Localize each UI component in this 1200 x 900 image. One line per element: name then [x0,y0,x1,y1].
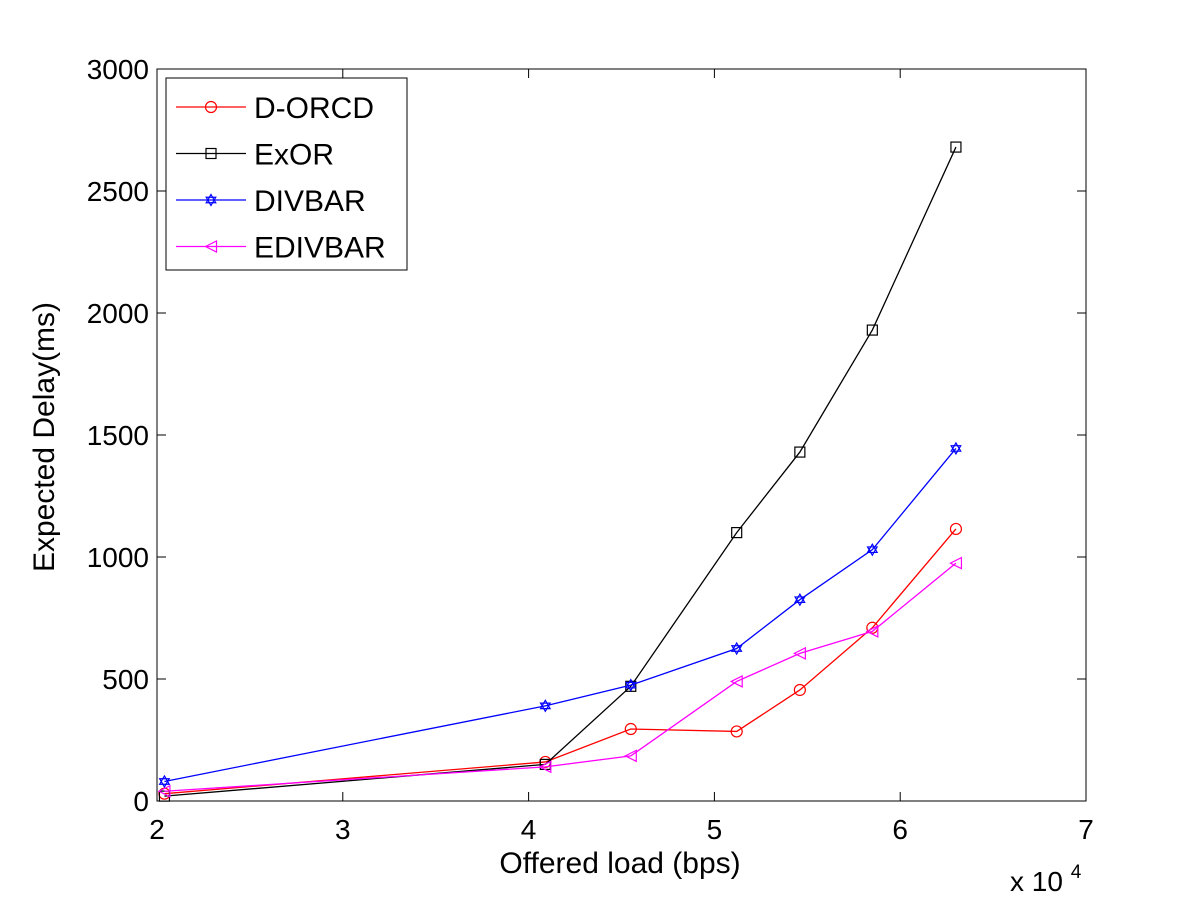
y-tick-label: 0 [133,786,149,817]
hexagram-marker [794,593,806,607]
hexagram-marker-up [158,774,171,785]
hexagram-marker-up [539,699,552,710]
hexagram-marker-up [950,441,962,452]
hexagram-marker-up [624,678,637,689]
hexagram-marker-down [866,546,879,557]
series-divbar [158,441,962,789]
hexagram-marker-down [158,778,171,789]
circle-marker [949,522,963,536]
triangle-marker [204,240,218,253]
legend-label-divbar: DIVBAR [254,185,366,218]
legend-label-edivbar: EDIVBAR [254,232,386,265]
x-axis-multiplier: x 10 4 [1010,862,1082,897]
triangle-marker [793,646,806,660]
triangle-marker [157,784,171,798]
legend-entry-exor: ExOR [176,139,334,172]
hexagram-marker [624,678,637,692]
hexagram-marker-up [205,193,217,204]
legend: D-ORCD ExOR DIVBAR EDIVBAR [165,77,408,271]
hexagram-marker [205,193,217,207]
y-tick-label: 500 [102,664,149,695]
triangle-marker [949,556,963,570]
x-tick-label: 5 [707,814,723,845]
y-tick-label: 3000 [87,54,149,85]
hexagram-marker-down [794,596,806,607]
triangle-marker [623,749,637,763]
y-tick-label: 1000 [87,542,149,573]
hexagram-marker-up [866,542,879,554]
hexagram-marker [950,441,962,456]
y-tick-label: 2000 [87,298,149,329]
triangle-marker [538,760,552,774]
series-layer [157,141,963,802]
x-tick-label: 4 [521,814,537,845]
hexagram-marker-down [539,702,552,713]
axes: 2 3 4 5 6 7 0 500 1000 1500 2000 2500 3000 [87,54,1094,845]
x-tick-label: 2 [149,814,165,845]
square-marker [794,446,806,458]
series-line-edivbar [164,562,957,792]
hexagram-marker [730,641,743,656]
legend-entry-divbar: DIVBAR [176,185,366,218]
series-line-d-orcd [164,528,957,795]
hexagram-marker-down [205,196,217,207]
triangle-marker [865,624,879,638]
hexagram-marker-down [950,445,962,456]
x-tick-label: 6 [892,814,908,845]
hexagram-marker-down [730,645,743,656]
y-tick-label: 1500 [87,420,149,451]
circle-marker [730,725,743,738]
square-marker [731,526,743,539]
x-axis-label: Offered load (bps) [499,847,740,880]
circle-marker [793,683,806,697]
x-tick-label: 3 [335,814,351,845]
hexagram-marker-up [794,593,806,604]
hexagram-marker [866,542,879,557]
square-marker [866,324,878,336]
square-marker [205,147,217,160]
hexagram-marker [158,774,171,789]
y-axis-label: Expected Delay(ms) [28,302,61,572]
hexagram-marker [539,699,552,713]
legend-entry-edivbar: EDIVBAR [176,232,386,265]
hexagram-marker-up [730,641,743,652]
x-multiplier-exponent: 4 [1071,862,1082,883]
hexagram-marker-down [624,681,637,692]
legend-label-exor: ExOR [254,139,334,172]
circle-marker [624,722,637,736]
series-line-divbar [164,448,957,783]
square-marker [950,141,962,153]
x-multiplier-base: x 10 [1010,866,1063,897]
series-edivbar [157,556,963,798]
legend-label-d-orcd: D-ORCD [254,92,374,125]
triangle-marker [729,674,743,688]
y-tick-label: 2500 [87,176,149,207]
circle-marker [204,100,218,114]
x-tick-label: 7 [1078,814,1094,845]
legend-entry-d-orcd: D-ORCD [176,92,374,125]
